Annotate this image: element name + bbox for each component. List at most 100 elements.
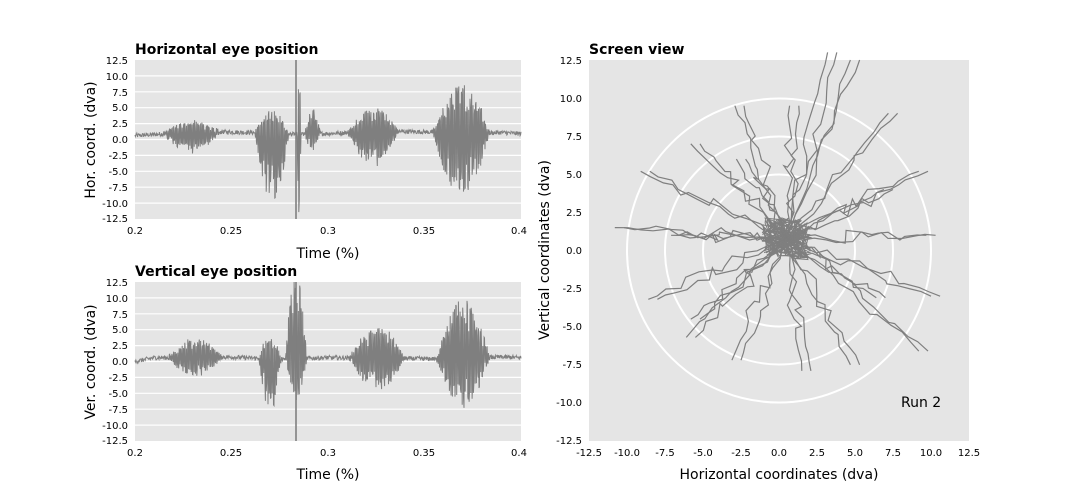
v-xtick-label: 0.2: [127, 448, 143, 459]
h-ytick-label: -10.0: [102, 199, 128, 210]
v-ytick-label: -10.0: [102, 421, 128, 432]
s-xtick-label: 10.0: [920, 448, 942, 459]
vertical-xlabel: Time (%): [296, 467, 360, 483]
s-xtick-label: -7.5: [655, 448, 675, 459]
gaze-trace: [786, 59, 861, 239]
gaze-trace: [786, 188, 894, 239]
gaze-trace: [786, 237, 877, 299]
h-ytick-label: 2.5: [112, 119, 128, 130]
gaze-trace: [786, 170, 919, 239]
h-ytick-label: 5.0: [112, 103, 128, 114]
screen-yticks: 12.5 10.0 7.5 5.0 2.5 0.0 -2.5 -5.0 -7.5…: [556, 56, 582, 447]
h-ytick-label: -7.5: [108, 183, 128, 194]
s-ytick-label: 0.0: [566, 246, 582, 257]
s-xtick-label: 7.5: [885, 448, 901, 459]
h-ytick-label: 7.5: [112, 88, 128, 99]
s-ytick-label: -5.0: [562, 322, 582, 333]
s-xtick-label: -5.0: [693, 448, 713, 459]
s-ytick-label: -10.0: [556, 398, 582, 409]
vertical-trace: [134, 281, 522, 408]
v-xtick-label: 0.25: [220, 448, 242, 459]
target-ring: [626, 97, 932, 404]
vertical-panel: Vertical eye position 12.5 10.0 7.5 5.0 …: [83, 264, 527, 483]
gaze-trace: [640, 170, 787, 239]
v-ytick-label: 7.5: [112, 310, 128, 321]
h-ytick-label: 12.5: [106, 56, 128, 67]
h-ytick-label: -5.0: [108, 167, 128, 178]
screen-xticks: -12.5 -10.0 -7.5 -5.0 -2.5 0.0 2.5 5.0 7…: [576, 448, 980, 459]
gaze-trace: [680, 229, 787, 244]
h-ytick-label: 0.0: [112, 135, 128, 146]
gaze-trace: [786, 238, 861, 366]
gaze-trace: [786, 238, 812, 372]
gaze-trace: [786, 237, 851, 366]
gaze-trace: [782, 105, 795, 239]
vertical-yticks: 12.5 10.0 7.5 5.0 2.5 0.0 -2.5 -5.0 -7.5…: [102, 278, 128, 447]
gaze-trace: [614, 227, 787, 239]
v-ytick-label: -7.5: [108, 405, 128, 416]
vertical-title: Vertical eye position: [135, 264, 297, 280]
target-ring: [702, 173, 856, 328]
s-ytick-label: 10.0: [560, 94, 582, 105]
gaze-trace: [786, 52, 838, 239]
vertical-ylabel: Ver. coord. (dva): [83, 304, 99, 419]
h-ytick-label: -12.5: [102, 214, 128, 225]
gaze-trace: [786, 237, 941, 297]
v-ytick-label: 5.0: [112, 325, 128, 336]
s-ytick-label: 7.5: [566, 132, 582, 143]
gaze-trace: [786, 112, 899, 239]
s-xtick-label: 0.0: [771, 448, 787, 459]
run-label: Run 2: [901, 395, 941, 411]
s-xtick-label: -2.5: [731, 448, 751, 459]
gaze-trace: [786, 52, 829, 239]
v-xtick-label: 0.4: [511, 448, 527, 459]
gaze-trace: [731, 238, 788, 361]
h-xtick-label: 0.2: [127, 226, 143, 237]
v-ytick-label: -5.0: [108, 389, 128, 400]
s-ytick-label: -2.5: [562, 284, 582, 295]
gaze-trace: [699, 237, 788, 320]
screen-title: Screen view: [589, 42, 685, 58]
gaze-trace: [786, 237, 932, 297]
screen-gaze-traces: [614, 52, 941, 372]
h-ytick-label: -2.5: [108, 151, 128, 162]
v-ytick-label: -12.5: [102, 436, 128, 447]
s-ytick-label: -7.5: [562, 360, 582, 371]
gaze-trace: [786, 112, 889, 239]
v-ytick-label: 12.5: [106, 278, 128, 289]
horizontal-ylabel: Hor. coord. (dva): [83, 81, 99, 198]
v-xtick-label: 0.35: [413, 448, 435, 459]
h-xtick-label: 0.3: [320, 226, 336, 237]
screen-target-circles: [626, 97, 932, 404]
gaze-trace: [786, 237, 886, 299]
horizontal-panel: Horizontal eye position 12.5 10.0 7.5 5.…: [83, 42, 527, 262]
horizontal-yticks: 12.5 10.0 7.5 5.0 2.5 0.0 -2.5 -5.0 -7.5…: [102, 56, 128, 225]
gaze-trace: [699, 143, 787, 239]
s-ytick-label: -12.5: [556, 436, 582, 447]
h-xtick-label: 0.35: [413, 226, 435, 237]
horizontal-trace: [134, 85, 522, 213]
gaze-trace: [786, 238, 803, 371]
screen-ylabel: Vertical coordinates (dva): [537, 160, 553, 340]
gaze-trace: [745, 158, 788, 239]
screen-panel: Screen view Run 2 12.5 10.0 7.5 5.0 2.5 …: [537, 42, 980, 483]
gaze-trace: [740, 238, 788, 361]
horizontal-xticks: 0.2 0.25 0.3 0.35 0.4: [127, 226, 527, 237]
v-xtick-label: 0.3: [320, 448, 336, 459]
v-ytick-label: 2.5: [112, 341, 128, 352]
v-ytick-label: -2.5: [108, 373, 128, 384]
s-ytick-label: 2.5: [566, 208, 582, 219]
gaze-trace: [648, 237, 787, 300]
s-xtick-label: 2.5: [809, 448, 825, 459]
vertical-xticks: 0.2 0.25 0.3 0.35 0.4: [127, 448, 527, 459]
v-ytick-label: 10.0: [106, 294, 128, 305]
gaze-trace: [735, 158, 788, 239]
gaze-trace: [657, 237, 787, 300]
h-ytick-label: 10.0: [106, 72, 128, 83]
h-xtick-label: 0.25: [220, 226, 242, 237]
horizontal-title: Horizontal eye position: [135, 42, 318, 58]
s-xtick-label: 5.0: [847, 448, 863, 459]
h-xtick-label: 0.4: [511, 226, 527, 237]
horizontal-xlabel: Time (%): [296, 246, 360, 262]
